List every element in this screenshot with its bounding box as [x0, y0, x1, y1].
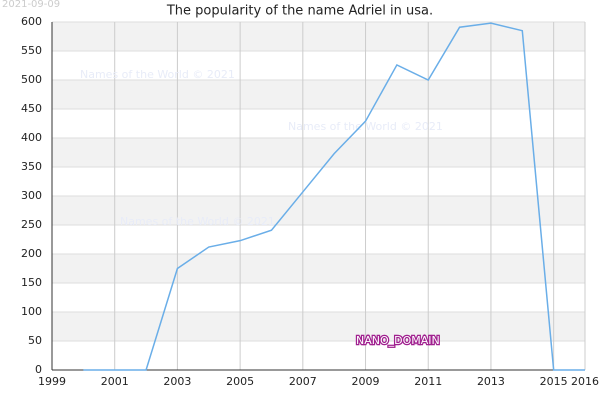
grid-band: [52, 254, 585, 283]
y-tick-label: 350: [21, 160, 42, 173]
x-tick-label: 2011: [414, 375, 442, 388]
x-tick-label: 2015: [540, 375, 568, 388]
y-tick-label: 600: [21, 15, 42, 28]
y-tick-label: 550: [21, 44, 42, 57]
y-tick-label: 300: [21, 189, 42, 202]
data-line: [83, 22, 585, 371]
y-tick-label: 400: [21, 131, 42, 144]
y-tick-label: 250: [21, 218, 42, 231]
x-tick-label: 2001: [101, 375, 129, 388]
grid-band: [52, 22, 585, 51]
source-label: NANO_DOMAIN: [356, 334, 440, 347]
x-tick-label: 2013: [477, 375, 505, 388]
y-tick-label: 50: [28, 334, 42, 347]
y-tick-label: 0: [35, 363, 42, 376]
watermark: Names of the World © 2021: [288, 120, 443, 133]
grid-band: [52, 196, 585, 225]
y-tick-label: 100: [21, 305, 42, 318]
grid-band: [52, 80, 585, 109]
y-tick-label: 500: [21, 73, 42, 86]
y-tick-label: 200: [21, 247, 42, 260]
x-tick-label: 1999: [38, 375, 66, 388]
watermark: Names of the World © 2021: [80, 68, 235, 81]
x-tick-label: 2016: [571, 375, 599, 388]
x-tick-label: 2003: [163, 375, 191, 388]
date-stamp: 2021-09-09: [2, 0, 60, 10]
y-tick-label: 450: [21, 102, 42, 115]
watermark: Names of the World © 2021: [120, 215, 275, 228]
x-tick-label: 2007: [289, 375, 317, 388]
x-tick-label: 2009: [352, 375, 380, 388]
grid-band: [52, 312, 585, 341]
grid-band: [52, 138, 585, 167]
y-tick-label: 150: [21, 276, 42, 289]
x-tick-label: 2005: [226, 375, 254, 388]
chart-title: The popularity of the name Adriel in usa…: [166, 4, 433, 19]
